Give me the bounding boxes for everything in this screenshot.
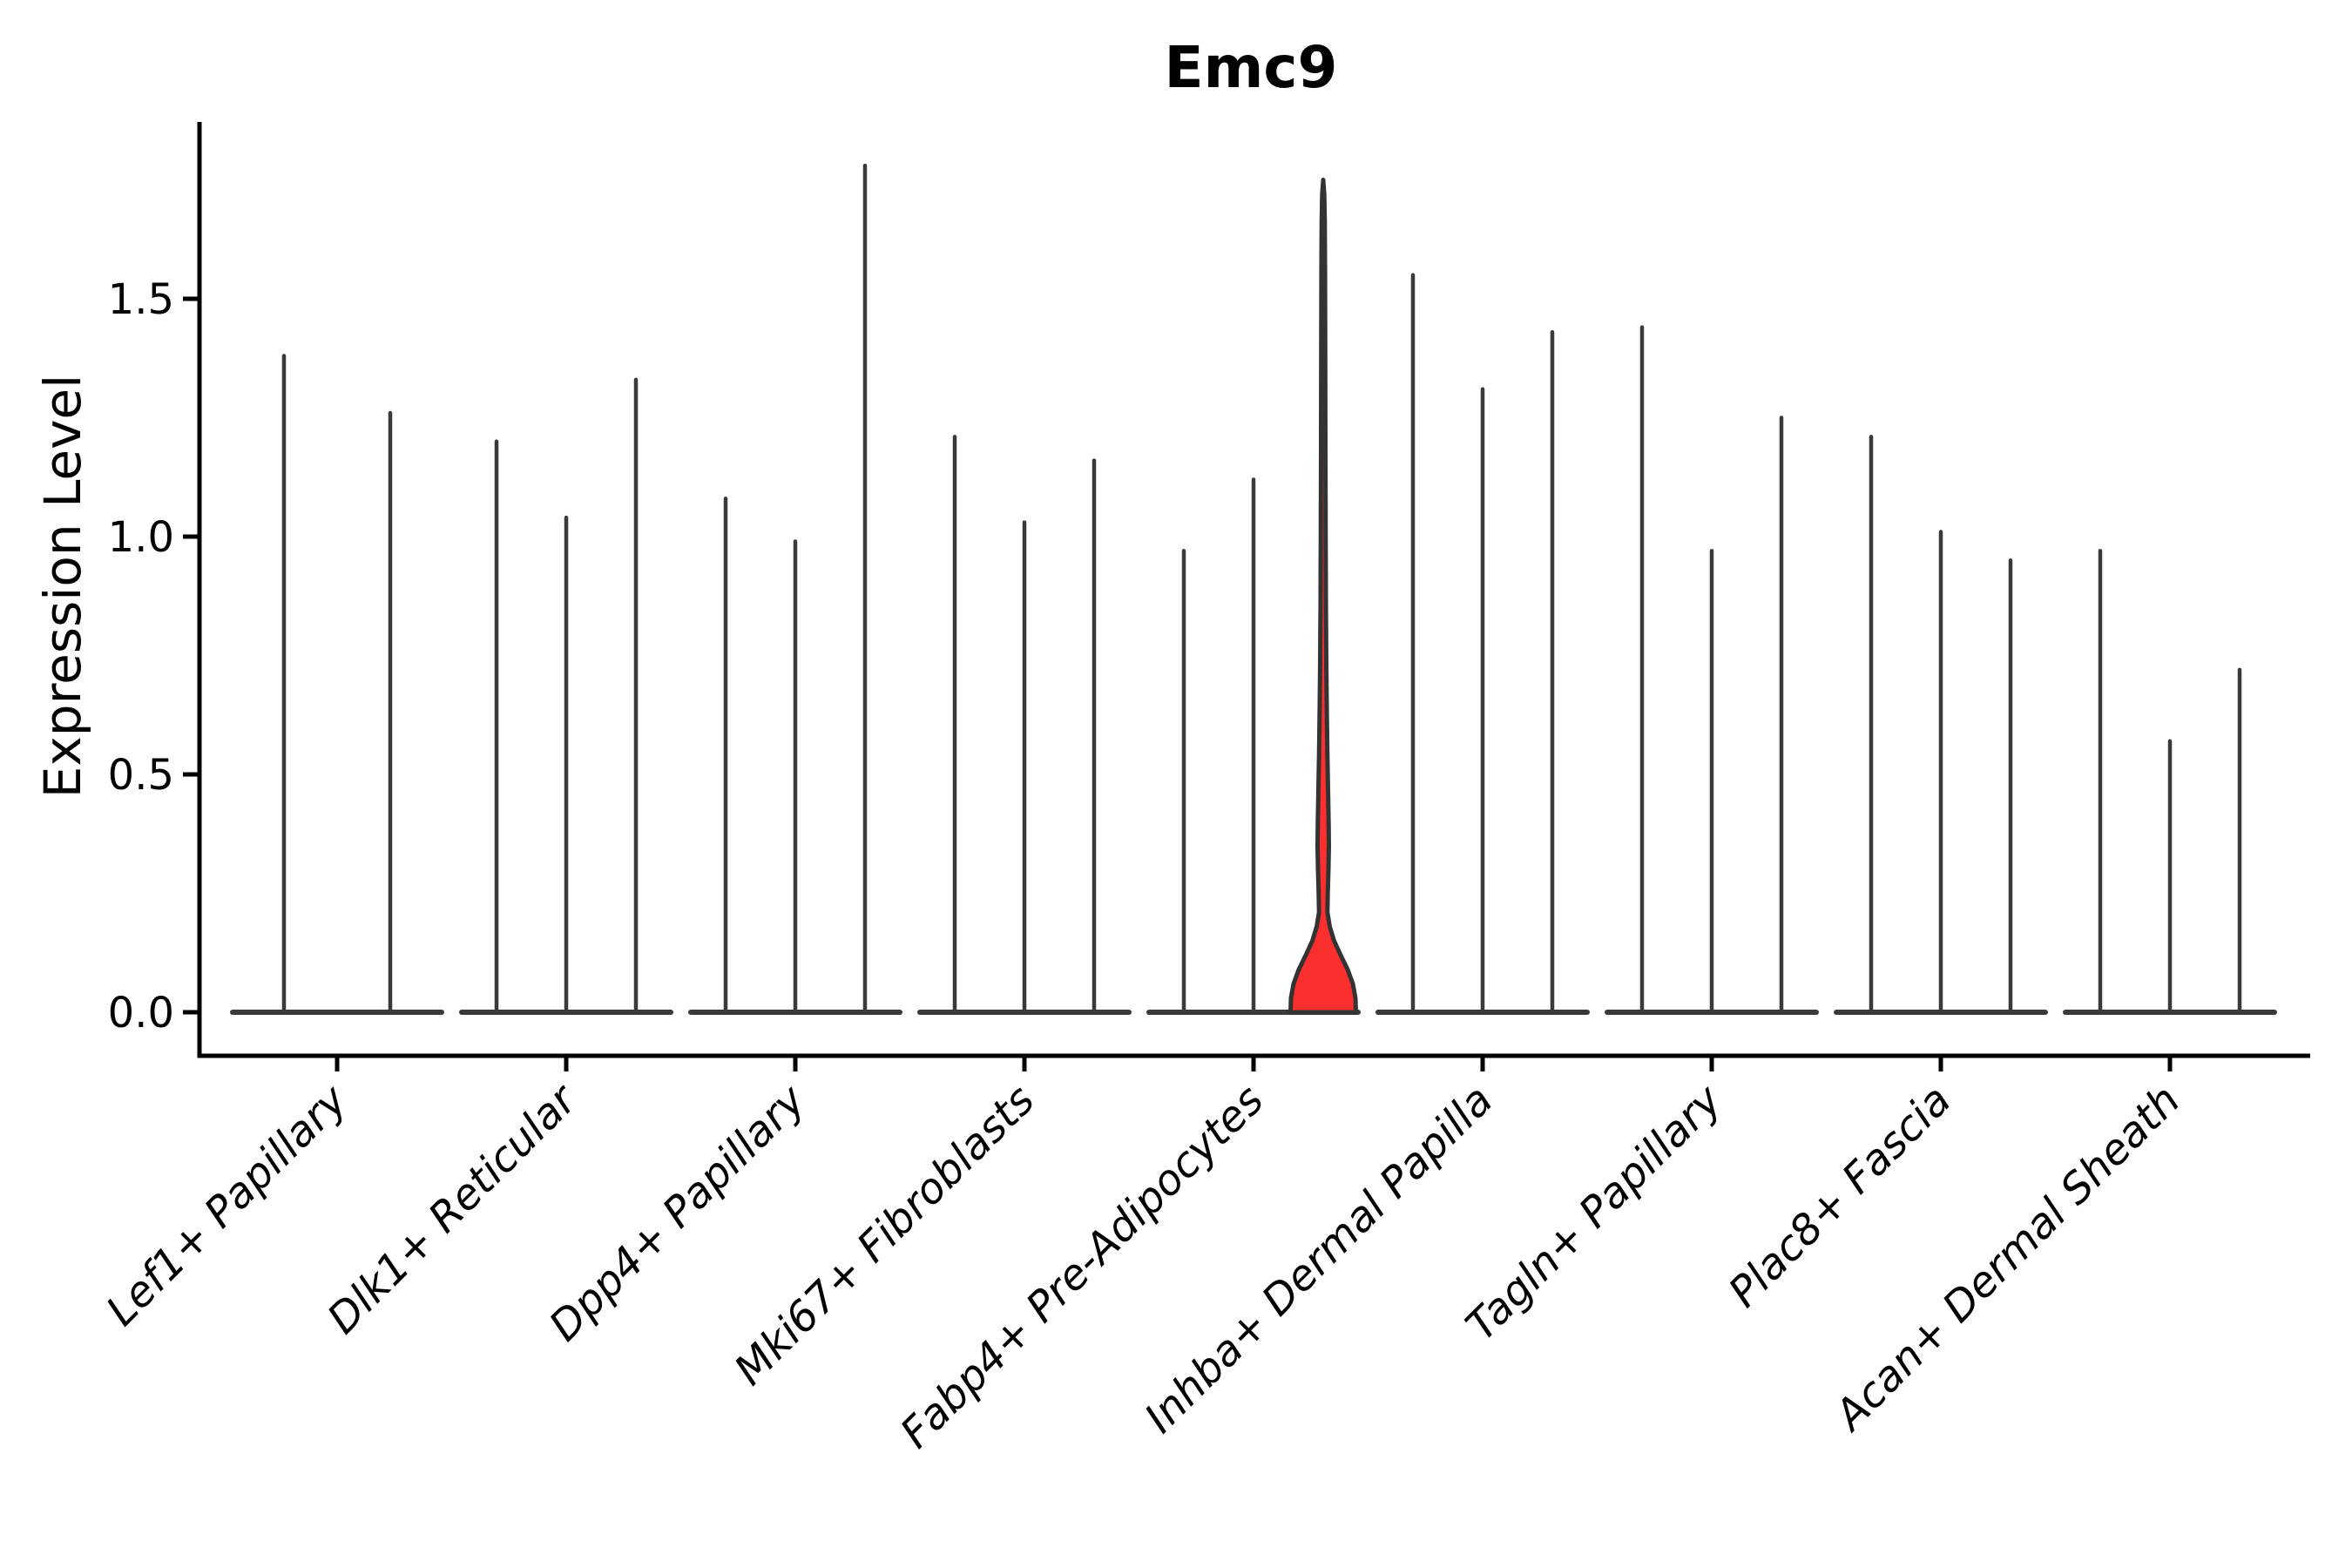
violin-group xyxy=(230,354,444,1015)
x-tick-label: Dlk1+ Reticular xyxy=(318,1074,588,1344)
y-tick-label: 0.0 xyxy=(108,989,174,1037)
y-tick-label: 1.0 xyxy=(108,513,174,562)
x-tick-label: Tagln+ Papillary xyxy=(1456,1075,1732,1350)
violin-group xyxy=(1375,273,1590,1015)
y-axis-title: Expression Level xyxy=(33,375,92,798)
x-tick-label: Fabp4+ Pre-Adipocytes xyxy=(891,1076,1274,1458)
chart-title: Emc9 xyxy=(1165,34,1338,101)
x-tick-label: Lef1+ Papillary xyxy=(97,1075,357,1335)
highlighted-violin xyxy=(1288,178,1358,1015)
violin-group xyxy=(1834,435,2048,1015)
y-tick-label: 1.5 xyxy=(108,275,174,324)
y-axis-ticks: 0.0 0.5 1.0 1.5 xyxy=(108,275,199,1037)
violin-group xyxy=(459,377,673,1015)
violin-group xyxy=(1146,178,1361,1015)
y-tick-label: 0.5 xyxy=(108,751,174,800)
x-tick-label: Dpp4+ Papillary xyxy=(540,1075,815,1350)
x-tick-label: Plac8+ Fascia xyxy=(1720,1076,1961,1317)
violin-group xyxy=(688,163,902,1015)
violin-group xyxy=(917,435,1132,1015)
violins xyxy=(230,163,2277,1015)
violin-group xyxy=(2063,549,2277,1015)
violin-group xyxy=(1605,325,1819,1015)
